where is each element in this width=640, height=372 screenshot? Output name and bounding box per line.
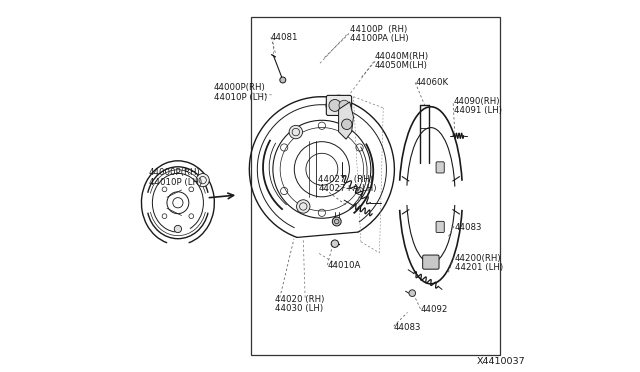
- Text: 44100PA (LH): 44100PA (LH): [349, 34, 408, 43]
- Circle shape: [196, 174, 209, 187]
- Text: 44010A: 44010A: [328, 262, 361, 270]
- Circle shape: [331, 240, 339, 247]
- Bar: [251, 17, 500, 355]
- Text: 44083: 44083: [394, 323, 421, 332]
- Circle shape: [329, 99, 341, 111]
- Text: 44200(RH): 44200(RH): [454, 254, 501, 263]
- Text: 44000P(RH): 44000P(RH): [149, 169, 200, 177]
- Text: 44091 (LH): 44091 (LH): [454, 106, 502, 115]
- Circle shape: [438, 166, 442, 169]
- Text: 44040M(RH): 44040M(RH): [375, 52, 429, 61]
- FancyBboxPatch shape: [422, 255, 439, 269]
- FancyBboxPatch shape: [436, 162, 444, 173]
- Circle shape: [332, 217, 341, 226]
- Circle shape: [280, 77, 286, 83]
- Circle shape: [339, 100, 349, 110]
- Circle shape: [296, 200, 310, 213]
- Circle shape: [174, 225, 182, 232]
- FancyBboxPatch shape: [436, 221, 444, 232]
- Text: X4410037: X4410037: [476, 357, 525, 366]
- Circle shape: [438, 225, 442, 229]
- Circle shape: [289, 125, 303, 139]
- Text: 44060K: 44060K: [415, 78, 449, 87]
- Text: 44010P (LH): 44010P (LH): [149, 178, 202, 187]
- FancyBboxPatch shape: [326, 95, 351, 115]
- Circle shape: [342, 119, 352, 129]
- Text: 44027+A(LH): 44027+A(LH): [318, 184, 376, 193]
- Text: 44081: 44081: [271, 33, 298, 42]
- Polygon shape: [339, 102, 353, 139]
- Text: 44201 (LH): 44201 (LH): [454, 263, 503, 272]
- Text: 44100P  (RH): 44100P (RH): [349, 25, 407, 33]
- Text: 44020 (RH): 44020 (RH): [275, 295, 324, 304]
- Text: 44092: 44092: [420, 305, 448, 314]
- Text: 44090(RH): 44090(RH): [454, 97, 500, 106]
- Text: 44083: 44083: [454, 223, 482, 232]
- Text: 44010P (LH): 44010P (LH): [214, 93, 268, 102]
- Circle shape: [409, 290, 415, 296]
- Text: 44050M(LH): 44050M(LH): [375, 61, 428, 70]
- Text: 44000P(RH): 44000P(RH): [214, 83, 266, 92]
- Text: 44030 (LH): 44030 (LH): [275, 304, 323, 313]
- Text: 44027   (RH): 44027 (RH): [318, 175, 373, 184]
